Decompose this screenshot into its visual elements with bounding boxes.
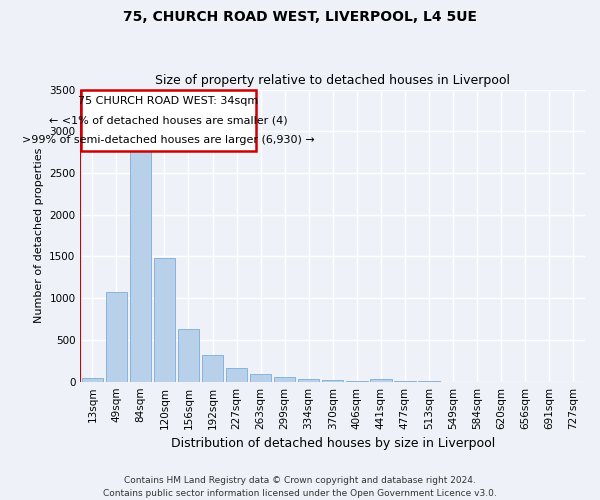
Text: 75, CHURCH ROAD WEST, LIVERPOOL, L4 5UE: 75, CHURCH ROAD WEST, LIVERPOOL, L4 5UE	[123, 10, 477, 24]
Bar	[274, 377, 295, 382]
Bar	[322, 380, 343, 382]
Title: Size of property relative to detached houses in Liverpool: Size of property relative to detached ho…	[155, 74, 510, 87]
X-axis label: Distribution of detached houses by size in Liverpool: Distribution of detached houses by size …	[170, 437, 495, 450]
Bar	[226, 368, 247, 382]
Bar	[298, 379, 319, 382]
Text: Contains HM Land Registry data © Crown copyright and database right 2024.
Contai: Contains HM Land Registry data © Crown c…	[103, 476, 497, 498]
Text: >99% of semi-detached houses are larger (6,930) →: >99% of semi-detached houses are larger …	[22, 135, 314, 145]
Bar	[346, 381, 368, 382]
FancyBboxPatch shape	[81, 90, 256, 152]
Bar	[394, 381, 416, 382]
Bar	[82, 378, 103, 382]
Text: 75 CHURCH ROAD WEST: 34sqm: 75 CHURCH ROAD WEST: 34sqm	[78, 96, 259, 106]
Bar	[154, 258, 175, 382]
Y-axis label: Number of detached properties: Number of detached properties	[34, 148, 44, 324]
Bar	[250, 374, 271, 382]
Bar	[370, 380, 392, 382]
Bar	[106, 292, 127, 382]
Bar	[178, 328, 199, 382]
Bar	[130, 127, 151, 382]
Text: ← <1% of detached houses are smaller (4): ← <1% of detached houses are smaller (4)	[49, 116, 287, 126]
Bar	[202, 356, 223, 382]
